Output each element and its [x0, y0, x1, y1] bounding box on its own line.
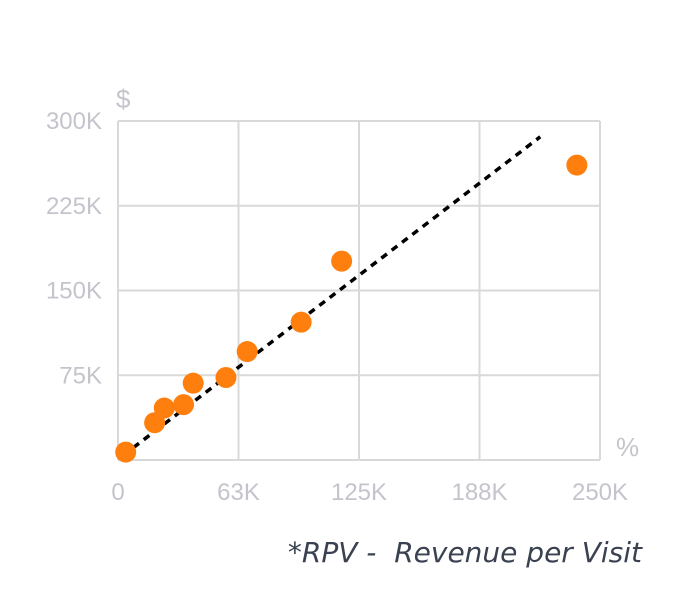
y-axis-ticks: 75K 150K 225K 300K — [46, 108, 102, 389]
x-tick-label: 188K — [451, 479, 507, 506]
y-axis-unit-label: $ — [116, 84, 131, 114]
x-tick-label: 250K — [572, 479, 628, 506]
y-tick-label: 75K — [59, 362, 102, 389]
y-tick-label: 300K — [46, 108, 102, 135]
y-tick-label: 225K — [46, 193, 102, 220]
x-tick-label: 63K — [217, 479, 260, 506]
data-point — [215, 367, 237, 389]
data-point — [566, 154, 588, 176]
data-point — [173, 394, 195, 416]
x-axis-unit-label: % — [616, 432, 639, 462]
data-point — [115, 441, 137, 463]
data-point — [236, 341, 258, 363]
data-point — [331, 250, 353, 272]
chart-caption: *RPV - Revenue per Visit — [287, 536, 642, 569]
x-tick-label: 0 — [111, 479, 124, 506]
y-tick-label: 150K — [46, 278, 102, 305]
data-point — [290, 311, 312, 333]
data-point — [182, 372, 204, 394]
x-axis-ticks: 0 63K 125K 188K 250K — [111, 479, 628, 506]
x-tick-label: 125K — [331, 479, 387, 506]
data-point — [153, 397, 175, 419]
data-points — [115, 154, 588, 463]
